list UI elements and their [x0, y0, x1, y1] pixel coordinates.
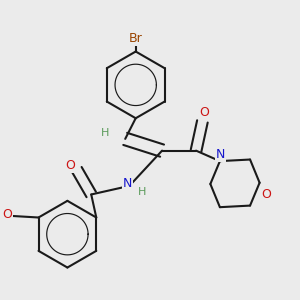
Text: Br: Br — [129, 32, 142, 45]
Text: H: H — [138, 187, 146, 196]
Text: O: O — [2, 208, 12, 221]
Text: O: O — [200, 106, 209, 119]
Text: N: N — [122, 178, 132, 190]
Text: N: N — [216, 148, 225, 160]
Text: O: O — [65, 159, 75, 172]
Text: H: H — [100, 128, 109, 138]
Text: O: O — [261, 188, 271, 201]
